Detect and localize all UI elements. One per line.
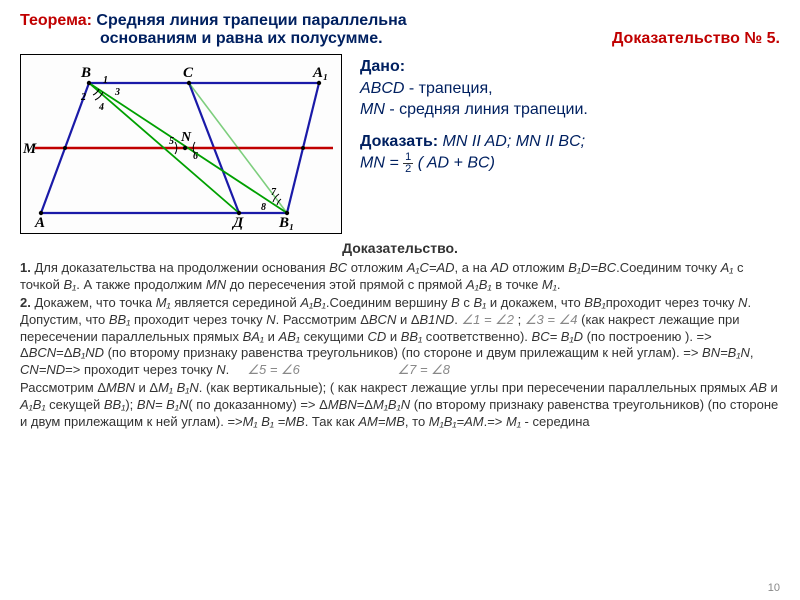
given-abcd: ABCD [360,80,404,97]
fraction-half: 12 [403,152,413,175]
given-mn-txt: - средняя линия трапеции. [385,101,588,118]
svg-text:M: M [22,141,37,157]
svg-text:2: 2 [80,92,86,103]
given-label: Дано: [360,58,405,75]
prove-parallel: MN II AD; MN II BC; [438,133,585,150]
svg-text:4: 4 [98,102,104,113]
theorem-statement-2: основаниям и равна их полусумме. [100,30,383,47]
theorem-label: Теорема [20,12,87,29]
svg-text:3: 3 [114,87,120,98]
step1-text: Для доказательства на продолжении основа… [20,260,743,292]
svg-text:A: A [34,215,45,231]
step3-text: Рассмотрим ΔMBN и ΔM₁ B₁N. (как вертикал… [20,380,778,428]
top-row: 1 2 3 4 5 6 7 8 A B C Д A₁ B₁ M N [20,54,780,234]
svg-text:6: 6 [193,151,198,162]
step2-num: 2. [20,295,31,310]
eq-angle56: ∠5 = ∠6 [247,362,300,377]
proof-body: 1. Для доказательства на продолжении осн… [20,260,780,430]
page-number: 10 [768,582,780,594]
given-block: Дано: ABCD - трапеция, MN - средняя лини… [360,54,780,234]
eq-angle34: ∠3 = ∠4 [525,312,578,327]
svg-text:Д: Д [231,215,244,231]
svg-text:8: 8 [261,202,266,213]
svg-text:C: C [183,65,194,81]
given-mn: MN [360,101,385,118]
prove-eq-right: ( AD + BC) [418,155,495,172]
prove-eq-left: MN = [360,155,403,172]
eq-angle12: ∠1 = ∠2 [461,312,514,327]
svg-text:1: 1 [103,75,108,86]
theorem-statement-1: Средняя линия трапеции параллельна [96,12,406,29]
geometry-diagram: 1 2 3 4 5 6 7 8 A B C Д A₁ B₁ M N [20,54,342,234]
given-abcd-txt: - трапеция, [404,80,492,97]
proof-number: Доказательство № 5. [612,30,780,48]
svg-text:5: 5 [169,136,174,147]
theorem-title: Теорема: Средняя линия трапеции параллел… [20,12,780,48]
sep1: ; [514,312,525,327]
svg-text:N: N [180,130,192,145]
svg-text:A₁: A₁ [312,65,328,81]
eq-angle78: ∠7 = ∠8 [397,362,450,377]
svg-text:B₁: B₁ [278,215,294,231]
proof-heading: Доказательство. [20,240,780,256]
prove-label: Доказать: [360,133,438,150]
step1-num: 1. [20,260,31,275]
svg-text:B: B [80,65,91,81]
